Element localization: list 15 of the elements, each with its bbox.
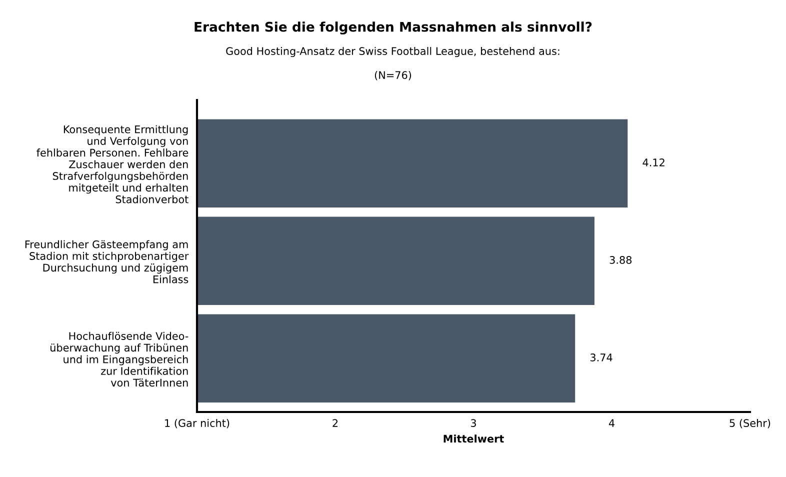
text: (N=76) <box>374 70 412 80</box>
x-axis-title: Mittelwert <box>444 434 504 443</box>
y-tick-label: Hochauflösende Video- überwachung auf Tribünen und im Eingangsbereich zur Identifikation von TäterInnen <box>50 332 188 387</box>
chart-subtitle: Good Hosting-Ansatz der Swiss Football League, bestehend aus: <box>226 46 560 58</box>
x-tick-label: 2 <box>332 419 338 427</box>
x-tick-label: 1 (Gar nicht) <box>165 418 230 428</box>
chart-title: Erachten Sie die folgenden Massnahmen als sinnvoll? <box>194 22 592 34</box>
y-tick-label: Freundlicher Gästeempfang am Stadion mit stichprobenartiger Durchsuchung und zügigem Einlass <box>25 240 189 284</box>
x-tick-label: 5 (Sehr) <box>730 418 770 428</box>
y-tick-label: Konsequente Ermittlung und Verfolgung von fehlbaren Personen. Fehlbare Zuschauer werden den Strafverfolgungsbehörden mitgeteilt und erhalten Stadionverbot <box>36 125 188 204</box>
x-tick-label: 3 <box>470 419 476 428</box>
x-tick-label: 4 <box>608 419 614 427</box>
data-label: 4.12 <box>642 158 664 166</box>
data-label: 3.74 <box>590 354 612 362</box>
data-label: 3.88 <box>610 256 632 264</box>
